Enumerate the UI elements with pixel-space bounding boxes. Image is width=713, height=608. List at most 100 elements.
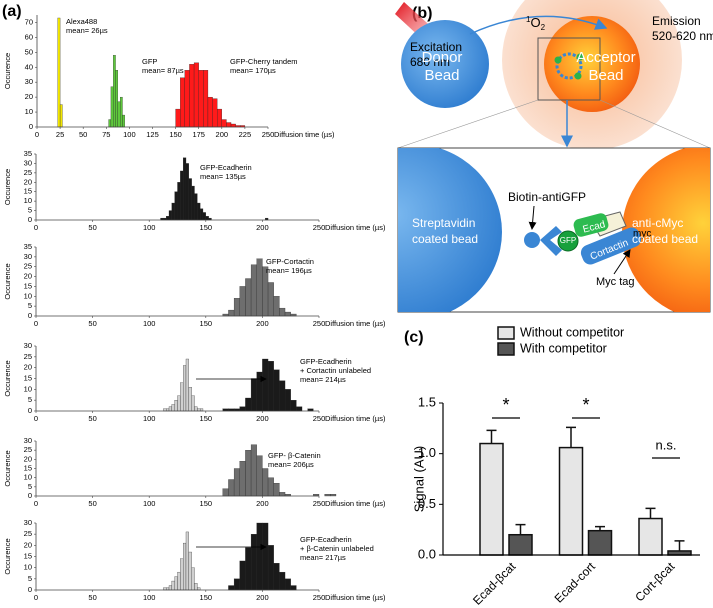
x-tick-label: 100 bbox=[123, 130, 136, 139]
hist-bar bbox=[273, 369, 280, 412]
hist-bar bbox=[217, 108, 222, 128]
error-bar bbox=[515, 523, 526, 535]
bar bbox=[479, 442, 504, 556]
y-axis-label: Occurence bbox=[3, 538, 12, 574]
hist-bar bbox=[284, 389, 291, 412]
hist-bar bbox=[245, 450, 252, 497]
hist-bar bbox=[189, 64, 195, 128]
zoom-line bbox=[397, 99, 539, 149]
annotation: + β-Catenin unlabeled bbox=[300, 544, 374, 553]
y-tick-label: 0 bbox=[28, 406, 32, 415]
x-tick-label: 250 bbox=[313, 414, 326, 423]
y-axis-label: Signal (AU) bbox=[411, 446, 426, 512]
y-tick-label: 20 bbox=[24, 272, 32, 281]
hist-bar bbox=[193, 62, 199, 128]
hist-bar bbox=[290, 400, 297, 412]
annotation: GFP-Cortactin bbox=[266, 257, 314, 266]
hist-bar bbox=[202, 212, 206, 221]
x-tick-label: 250 bbox=[313, 499, 326, 508]
hist-bar bbox=[284, 311, 291, 317]
annotation: GFP-Ecadherin bbox=[300, 535, 352, 544]
x-tick-label: 200 bbox=[256, 319, 269, 328]
hist-bar bbox=[110, 86, 114, 128]
myc-label: myc bbox=[633, 229, 651, 240]
hist-bar bbox=[171, 404, 175, 412]
hist-bar bbox=[183, 542, 187, 591]
x-tick-label: 0 bbox=[34, 499, 38, 508]
hist-bar bbox=[198, 70, 204, 128]
hist-bar bbox=[122, 114, 125, 128]
x-tick-label: 0 bbox=[34, 593, 38, 602]
y-tick-label: 1.5 bbox=[418, 394, 436, 409]
hist-bar bbox=[230, 123, 236, 128]
x-tick-label: 250 bbox=[313, 593, 326, 602]
bar bbox=[587, 529, 613, 556]
hist-bar bbox=[239, 286, 246, 317]
hist-bar bbox=[188, 178, 192, 221]
panel-label: (a) bbox=[2, 3, 22, 20]
x-tick-label: 50 bbox=[88, 499, 96, 508]
hist-bar bbox=[191, 185, 195, 221]
zoom-diagram: GFP Ecad Cortactin myc Biotin-antiGFP My… bbox=[397, 147, 711, 313]
hist-bar bbox=[273, 483, 280, 497]
bar bbox=[667, 550, 692, 556]
y-tick-label: 30 bbox=[24, 518, 32, 527]
y-tick-label: 10 bbox=[24, 196, 32, 205]
hist-bar bbox=[108, 119, 112, 128]
streptavidin-bead bbox=[398, 148, 502, 312]
emission-label: 520-620 nm bbox=[652, 29, 713, 43]
y-tick-label: 5 bbox=[28, 482, 32, 491]
zoom-box bbox=[537, 37, 601, 101]
x-tick-label: 50 bbox=[88, 319, 96, 328]
x-tick-label: 150 bbox=[200, 319, 213, 328]
hist-bar bbox=[233, 468, 240, 497]
x-axis-label: Diffusion time (µs) bbox=[325, 223, 386, 232]
singlet-oxygen: 1O2 bbox=[526, 15, 546, 32]
y-tick-label: 30 bbox=[24, 436, 32, 445]
annotation: mean= 87µs bbox=[142, 66, 184, 75]
y-tick-label: 35 bbox=[24, 242, 32, 251]
hist-bar bbox=[168, 210, 172, 221]
y-tick-label: 25 bbox=[24, 262, 32, 271]
x-tick-label: 50 bbox=[88, 593, 96, 602]
hist-bar bbox=[203, 70, 209, 128]
y-tick-label: 30 bbox=[25, 77, 33, 86]
error-bar bbox=[595, 525, 605, 531]
y-tick-label: 20 bbox=[24, 363, 32, 372]
anticmyc-bead bbox=[622, 148, 710, 312]
x-tick-label: Ecad-βcat bbox=[470, 559, 519, 608]
gfp-ball bbox=[557, 230, 579, 252]
x-tick-label: 75 bbox=[102, 130, 110, 139]
hist-bar bbox=[188, 387, 192, 412]
annotation: mean= 135µs bbox=[200, 172, 246, 181]
hist-bar bbox=[245, 397, 252, 412]
y-tick-label: 0 bbox=[28, 491, 32, 500]
hist-bar bbox=[284, 578, 291, 591]
hist-bar bbox=[262, 468, 269, 497]
zoom-line bbox=[599, 99, 711, 149]
significance: * bbox=[502, 395, 509, 415]
hist-bar bbox=[239, 461, 246, 497]
hist-bar bbox=[239, 560, 246, 591]
hist-bar bbox=[177, 182, 181, 221]
x-tick-label: 150 bbox=[200, 593, 213, 602]
x-tick-label: 50 bbox=[88, 223, 96, 232]
excitation-label: 680 nm bbox=[410, 55, 450, 69]
hist-bar bbox=[177, 395, 181, 412]
streptavidin-label: Streptavidin bbox=[412, 216, 475, 230]
x-tick-label: 150 bbox=[200, 499, 213, 508]
annotation: mean= 206µs bbox=[268, 460, 314, 469]
y-tick-label: 25 bbox=[24, 168, 32, 177]
y-tick-label: 5 bbox=[28, 574, 32, 583]
hist-bar bbox=[113, 55, 116, 128]
hist-bar bbox=[250, 444, 257, 497]
annotation: Alexa488 bbox=[66, 17, 97, 26]
emission-label: Emission bbox=[652, 14, 701, 28]
hist-bar bbox=[183, 157, 187, 221]
excitation-label: Excitation bbox=[410, 40, 462, 54]
y-tick-label: 20 bbox=[24, 540, 32, 549]
x-tick-label: 250 bbox=[262, 130, 275, 139]
annotation: + Cortactin unlabeled bbox=[300, 366, 371, 375]
significance: * bbox=[582, 395, 589, 415]
hist-bar bbox=[226, 122, 232, 128]
